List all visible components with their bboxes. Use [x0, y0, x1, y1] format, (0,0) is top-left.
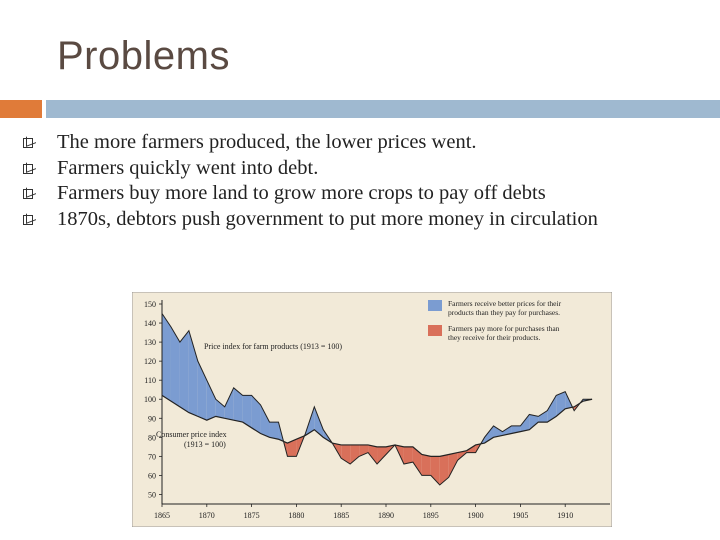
y-tick-label: 80: [148, 433, 156, 442]
legend-swatch-surplus: [428, 300, 442, 311]
deficit-area: [412, 446, 422, 476]
bullet-list: The more farmers produced, the lower pri…: [12, 130, 702, 232]
deficit-area: [377, 446, 386, 464]
y-tick-label: 60: [148, 471, 156, 480]
surplus-area: [251, 395, 261, 434]
surplus-area: [242, 395, 252, 428]
x-tick-label: 1910: [557, 511, 573, 520]
y-tick-label: 110: [144, 376, 156, 385]
deficit-area: [439, 454, 449, 485]
accent-bar-orange: [0, 100, 42, 118]
deficit-area: [287, 439, 297, 457]
surplus-area: [260, 404, 270, 438]
surplus-area: [484, 425, 494, 444]
bullet-text: Farmers buy more land to grow more crops…: [57, 182, 546, 204]
y-tick-label: 120: [144, 357, 156, 366]
bullet-text: 1870s, debtors push government to put mo…: [57, 207, 598, 230]
legend-text-deficit-2: they receive for their products.: [448, 333, 540, 342]
bullet-text: The more farmers produced, the lower pri…: [57, 131, 477, 153]
x-tick-label: 1895: [423, 511, 439, 520]
farm-series-label: Price index for farm products (1913 = 10…: [204, 342, 342, 351]
deficit-area: [403, 446, 413, 464]
surplus-area: [502, 425, 512, 436]
surplus-area: [529, 414, 539, 430]
x-tick-label: 1870: [199, 511, 215, 520]
surplus-area: [269, 422, 279, 440]
surplus-area: [162, 313, 171, 402]
bullet-item: 1870s, debtors push government to put mo…: [12, 207, 702, 233]
surplus-area: [547, 395, 557, 423]
x-tick-label: 1905: [512, 511, 528, 520]
deficit-area: [430, 456, 440, 485]
deficit-area: [350, 444, 360, 464]
surplus-area: [538, 410, 548, 423]
y-tick-label: 90: [148, 414, 156, 423]
checkbox-bullet-icon: [23, 163, 33, 174]
y-tick-label: 130: [144, 338, 156, 347]
legend-text-surplus-2: products than they pay for purchases.: [448, 308, 560, 317]
checkbox-bullet-icon: [23, 138, 33, 148]
checkbox-bullet-icon: [23, 189, 33, 199]
surplus-area: [233, 387, 243, 423]
y-tick-label: 50: [148, 490, 156, 499]
bullet-item: Farmers quickly went into debt.: [12, 156, 702, 182]
accent-bar-blue: [46, 100, 720, 118]
deficit-area: [421, 454, 431, 476]
deficit-area: [359, 444, 369, 457]
y-tick-label: 100: [144, 395, 156, 404]
y-tick-label: 150: [144, 300, 156, 309]
surplus-area: [179, 330, 189, 413]
surplus-area: [206, 380, 216, 421]
x-tick-label: 1885: [333, 511, 349, 520]
y-tick-label: 70: [148, 452, 156, 461]
farm-price-line: [161, 313, 593, 486]
bullet-text: Farmers quickly went into debt.: [57, 156, 319, 179]
surplus-area: [224, 387, 234, 421]
deficit-area: [368, 444, 378, 464]
x-tick-label: 1875: [244, 511, 260, 520]
legend-text-surplus-1: Farmers receive better prices for their: [448, 299, 562, 308]
legend-swatch-deficit: [428, 325, 442, 336]
x-tick-label: 1900: [468, 511, 484, 520]
surplus-area: [170, 326, 180, 407]
price-index-chart: 150 140 130 120 110 100 90 80 70 60 50 1865 1870 1875…: [132, 292, 612, 527]
x-tick-label: 1865: [154, 511, 170, 520]
surplus-area: [520, 414, 530, 432]
deficit-area: [448, 452, 458, 478]
consumer-series-label: Consumer price index: [156, 430, 227, 439]
surplus-area: [493, 425, 503, 438]
consumer-price-line: [161, 394, 593, 457]
surplus-area: [314, 406, 324, 438]
surplus-area: [215, 399, 225, 419]
bullet-item: The more farmers produced, the lower pri…: [12, 130, 702, 156]
x-tick-label: 1890: [378, 511, 394, 520]
bullet-item: Farmers buy more land to grow more crops…: [12, 181, 702, 207]
surplus-area: [188, 330, 198, 417]
x-tick-label: 1880: [288, 511, 304, 520]
consumer-series-label-sub: (1913 = 100): [184, 440, 226, 449]
legend-text-deficit-1: Farmers pay more for purchases than: [448, 324, 560, 333]
slide-title: Problems: [57, 34, 230, 78]
y-tick-label: 140: [144, 319, 156, 328]
checkbox-bullet-icon: [23, 214, 33, 225]
